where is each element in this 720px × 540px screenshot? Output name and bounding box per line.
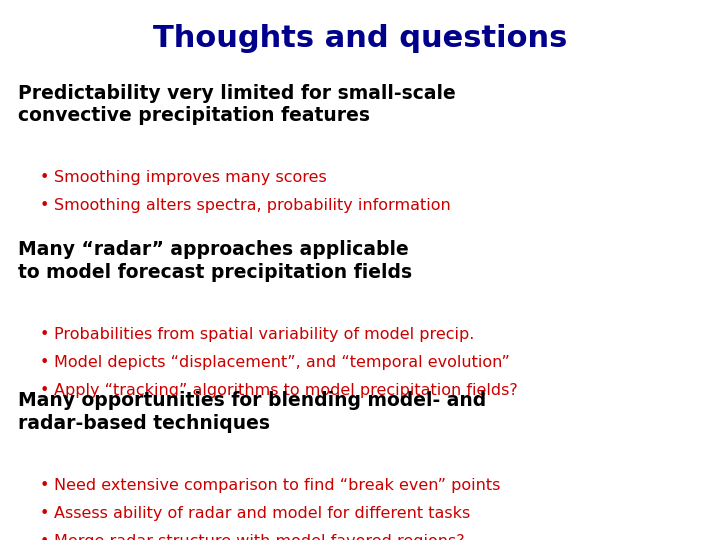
- Text: •: •: [40, 170, 49, 185]
- Text: •: •: [40, 198, 49, 213]
- Text: Probabilities from spatial variability of model precip.: Probabilities from spatial variability o…: [54, 327, 474, 342]
- Text: Merge radar structure with model favored regions?: Merge radar structure with model favored…: [54, 534, 464, 540]
- Text: •: •: [40, 478, 49, 493]
- Text: Many opportunities for blending model- and
radar-based techniques: Many opportunities for blending model- a…: [18, 392, 486, 433]
- Text: Apply “tracking” algorithms to model precipitation fields?: Apply “tracking” algorithms to model pre…: [54, 383, 518, 398]
- Text: •: •: [40, 534, 49, 540]
- Text: Predictability very limited for small-scale
convective precipitation features: Predictability very limited for small-sc…: [18, 84, 456, 125]
- Text: •: •: [40, 355, 49, 370]
- Text: Many “radar” approaches applicable
to model forecast precipitation fields: Many “radar” approaches applicable to mo…: [18, 240, 412, 282]
- Text: •: •: [40, 327, 49, 342]
- Text: Smoothing alters spectra, probability information: Smoothing alters spectra, probability in…: [54, 198, 451, 213]
- Text: •: •: [40, 506, 49, 521]
- Text: Model depicts “displacement”, and “temporal evolution”: Model depicts “displacement”, and “tempo…: [54, 355, 510, 370]
- Text: •: •: [40, 383, 49, 398]
- Text: Thoughts and questions: Thoughts and questions: [153, 24, 567, 53]
- Text: Assess ability of radar and model for different tasks: Assess ability of radar and model for di…: [54, 506, 470, 521]
- Text: Need extensive comparison to find “break even” points: Need extensive comparison to find “break…: [54, 478, 500, 493]
- Text: Smoothing improves many scores: Smoothing improves many scores: [54, 170, 327, 185]
